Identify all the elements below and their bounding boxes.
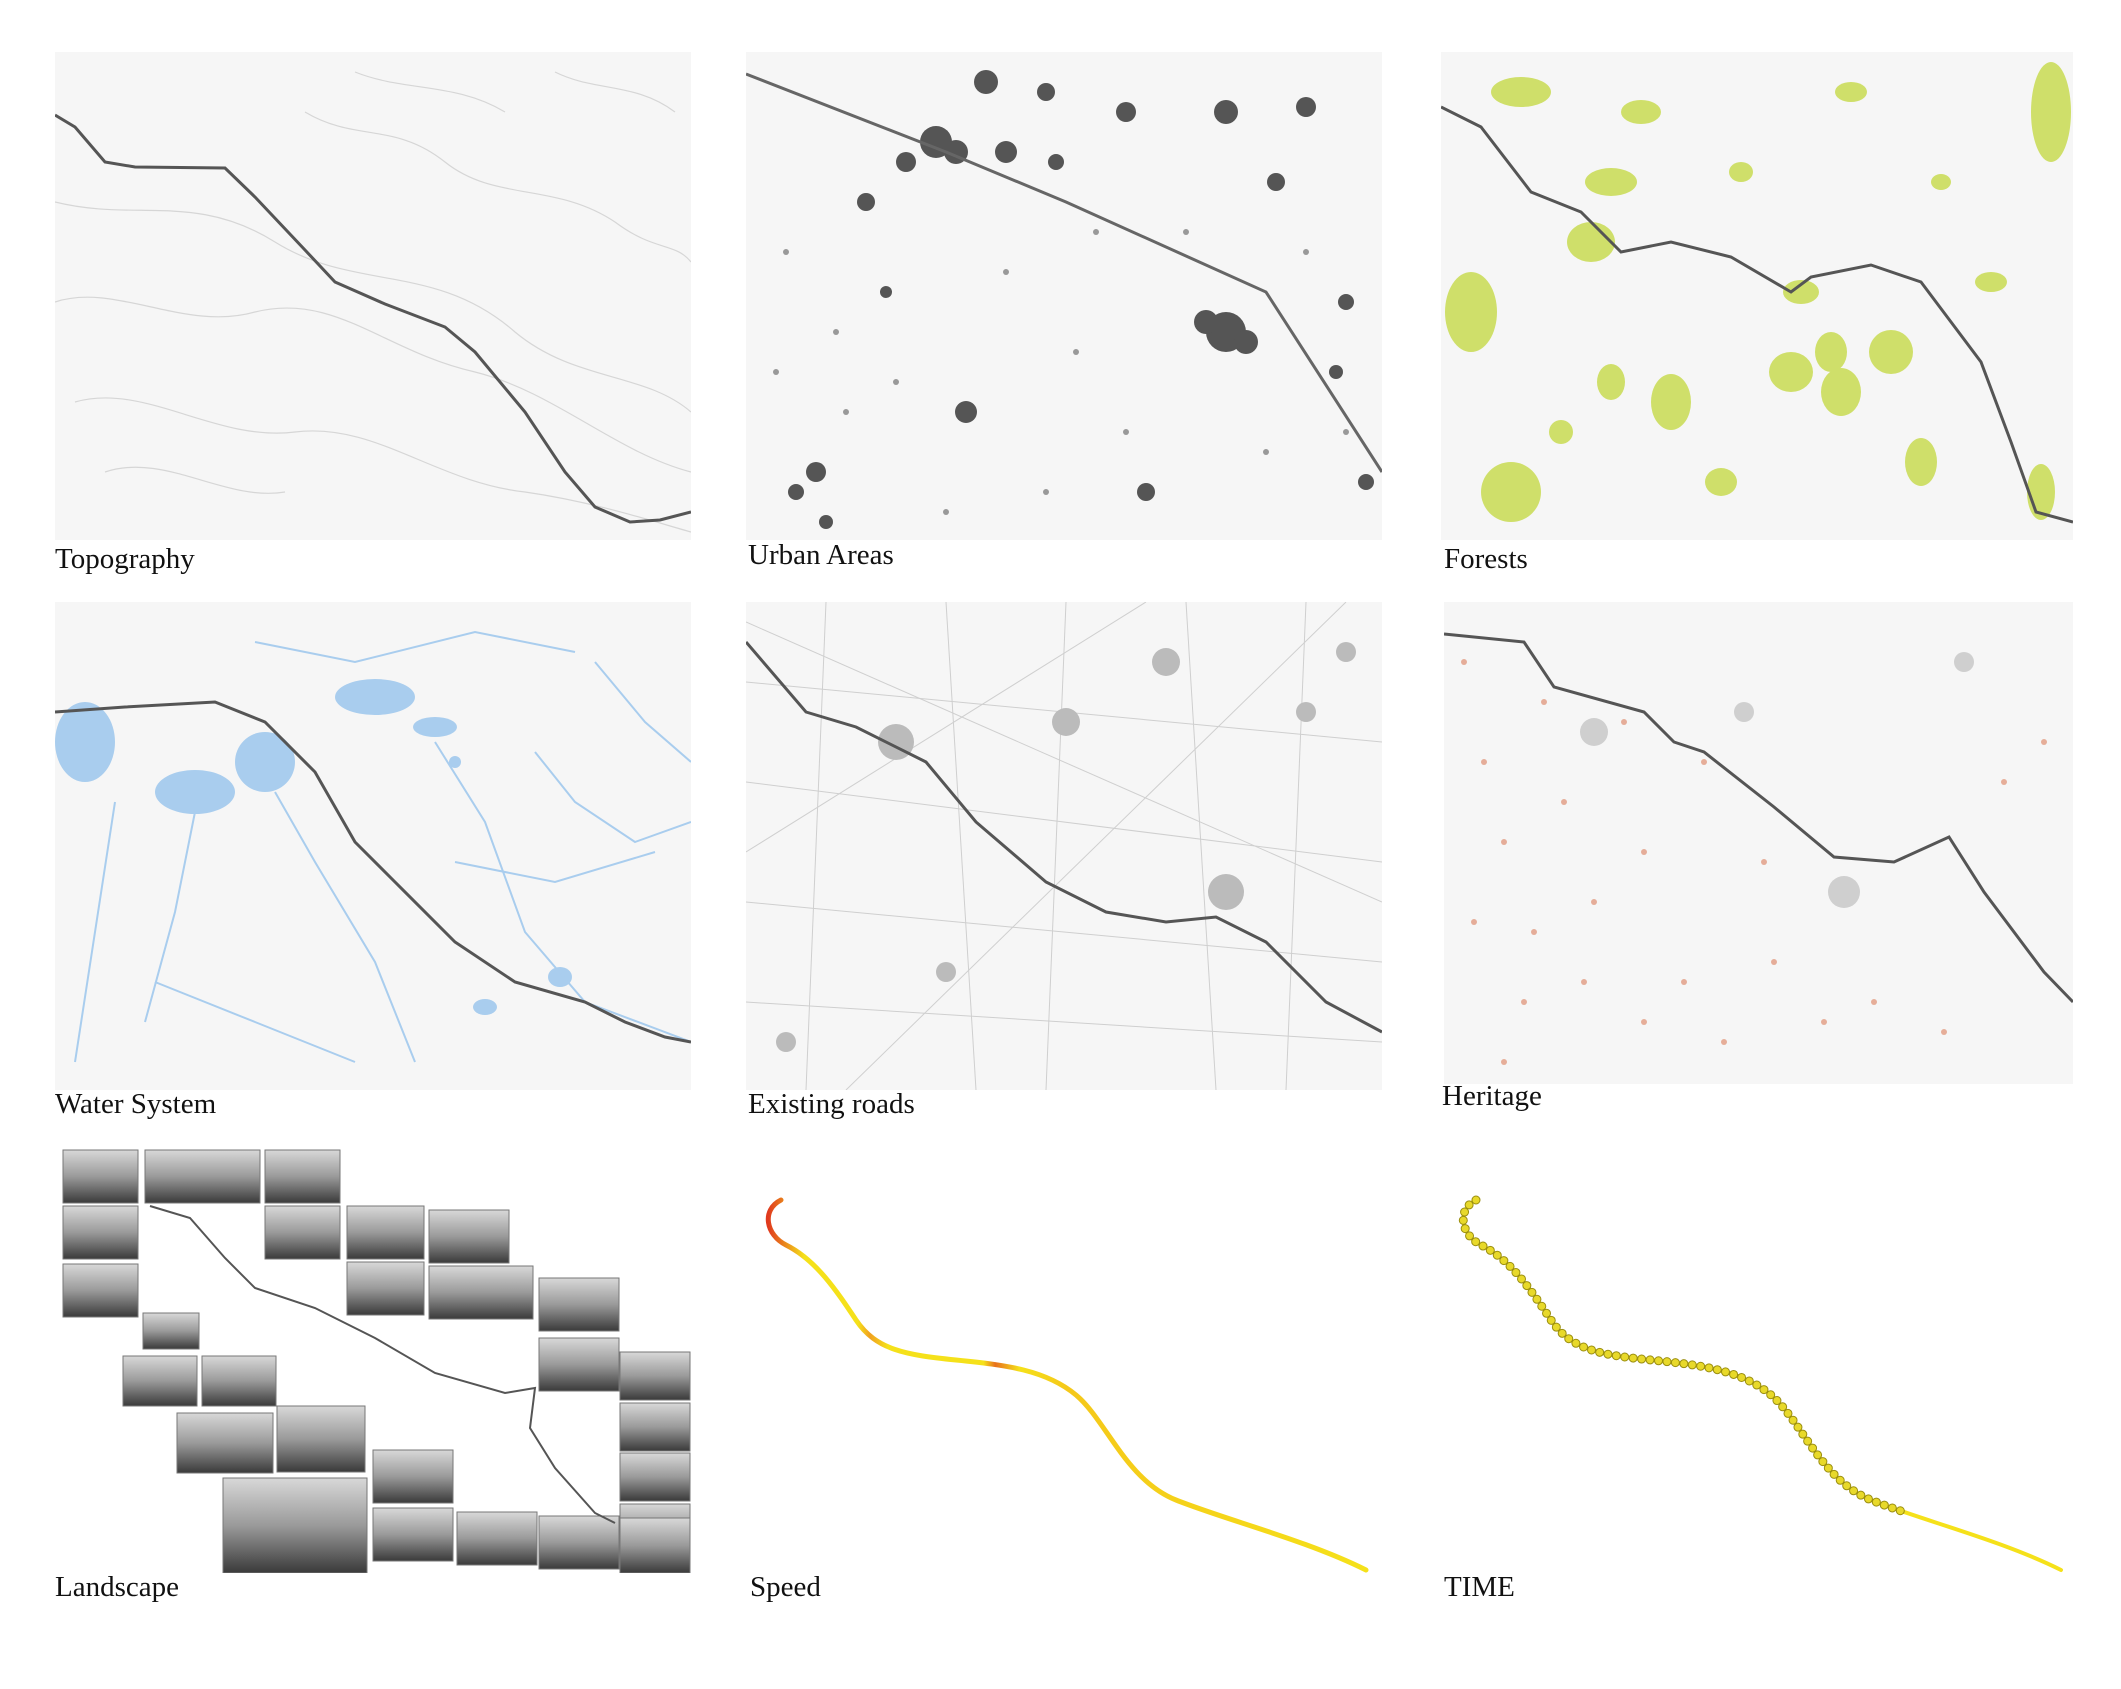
time-marker: [1729, 1369, 1739, 1379]
time-marker: [1879, 1500, 1889, 1510]
time-marker: [1637, 1354, 1647, 1364]
time-marker: [1511, 1268, 1521, 1278]
time-marker: [1849, 1486, 1859, 1496]
time-marker: [1587, 1345, 1597, 1355]
caption-speed: Speed: [750, 1571, 821, 1603]
time-marker: [1458, 1215, 1468, 1225]
caption-landscape: Landscape: [55, 1571, 179, 1603]
time-marker: [1579, 1342, 1589, 1352]
time-marker: [1527, 1287, 1537, 1297]
time-marker: [1783, 1408, 1793, 1418]
time-marker: [1835, 1475, 1845, 1485]
existing-roads-map: [746, 602, 1382, 1090]
time-marker: [1537, 1301, 1547, 1311]
time-marker: [1595, 1347, 1605, 1357]
time-marker: [1712, 1365, 1722, 1375]
time-marker: [1645, 1355, 1655, 1365]
time-marker: [1603, 1349, 1613, 1359]
time-marker: [1798, 1429, 1808, 1439]
time-panel: [1441, 1180, 2077, 1580]
time-marker: [1471, 1237, 1481, 1247]
time-marker: [1752, 1380, 1762, 1390]
time-marker: [1813, 1450, 1823, 1460]
time-marker: [1620, 1352, 1630, 1362]
time-marker: [1571, 1338, 1581, 1348]
time-marker: [1679, 1359, 1689, 1369]
time-marker: [1564, 1334, 1574, 1344]
time-marker: [1895, 1506, 1905, 1516]
time-marker: [1522, 1281, 1532, 1291]
time-marker: [1460, 1207, 1470, 1217]
time-marker: [1744, 1376, 1754, 1386]
route-line: [746, 641, 1382, 1034]
caption-forests: Forests: [1444, 543, 1528, 575]
time-marker: [1818, 1457, 1828, 1467]
time-marker: [1829, 1469, 1839, 1479]
forests-map: [1441, 52, 2073, 540]
time-marker: [1687, 1360, 1697, 1370]
time-marker: [1546, 1315, 1556, 1325]
route-line: [1441, 105, 2073, 524]
time-marker: [1492, 1250, 1502, 1260]
time-marker: [1517, 1274, 1527, 1284]
topography-map: [55, 52, 691, 540]
time-marker: [1485, 1245, 1495, 1255]
time-marker: [1670, 1358, 1680, 1368]
water-system-map: [55, 602, 691, 1090]
caption-water-system: Water System: [55, 1088, 217, 1120]
time-marker: [1842, 1481, 1852, 1491]
time-marker: [1654, 1356, 1664, 1366]
time-marker: [1721, 1367, 1731, 1377]
time-markers: [1458, 1195, 1905, 1516]
time-marker: [1464, 1200, 1474, 1210]
time-marker: [1772, 1396, 1782, 1406]
time-marker: [1499, 1256, 1509, 1266]
heritage-map: [1444, 602, 2073, 1084]
route-line: [746, 72, 1382, 473]
caption-topography: Topography: [55, 543, 195, 575]
urban-areas-map: [746, 52, 1382, 540]
time-marker: [1460, 1224, 1470, 1234]
time-marker: [1737, 1372, 1747, 1382]
time-marker: [1803, 1436, 1813, 1446]
time-marker: [1505, 1261, 1515, 1271]
caption-time: TIME: [1444, 1571, 1515, 1603]
time-marker: [1704, 1363, 1714, 1373]
caption-heritage: Heritage: [1442, 1080, 1542, 1112]
route-line: [149, 1205, 616, 1524]
time-marker: [1778, 1402, 1788, 1412]
time-marker: [1611, 1351, 1621, 1361]
time-marker: [1628, 1353, 1638, 1363]
landscape-panel: [55, 1148, 691, 1573]
time-marker: [1542, 1308, 1552, 1318]
route-line: [55, 700, 691, 1044]
time-marker: [1793, 1422, 1803, 1432]
time-marker: [1759, 1385, 1769, 1395]
time-marker: [1532, 1294, 1542, 1304]
time-route-line: [1461, 1198, 2063, 1572]
time-marker: [1808, 1443, 1818, 1453]
speed-panel: [746, 1180, 1382, 1580]
time-marker: [1856, 1490, 1866, 1500]
time-marker: [1465, 1231, 1475, 1241]
time-marker: [1662, 1357, 1672, 1367]
time-marker: [1557, 1328, 1567, 1338]
time-marker: [1766, 1390, 1776, 1400]
time-marker: [1863, 1494, 1873, 1504]
time-marker: [1823, 1463, 1833, 1473]
route-line: [55, 113, 691, 524]
speed-route-line: [765, 1197, 1369, 1573]
time-marker: [1551, 1322, 1561, 1332]
time-marker: [1478, 1241, 1488, 1251]
time-marker: [1887, 1503, 1897, 1513]
time-marker: [1871, 1497, 1881, 1507]
route-line: [1444, 632, 2073, 1004]
caption-urban-areas: Urban Areas: [748, 539, 894, 571]
time-marker: [1788, 1415, 1798, 1425]
time-marker: [1696, 1361, 1706, 1371]
time-marker: [1471, 1195, 1481, 1205]
caption-existing-roads: Existing roads: [748, 1088, 915, 1120]
